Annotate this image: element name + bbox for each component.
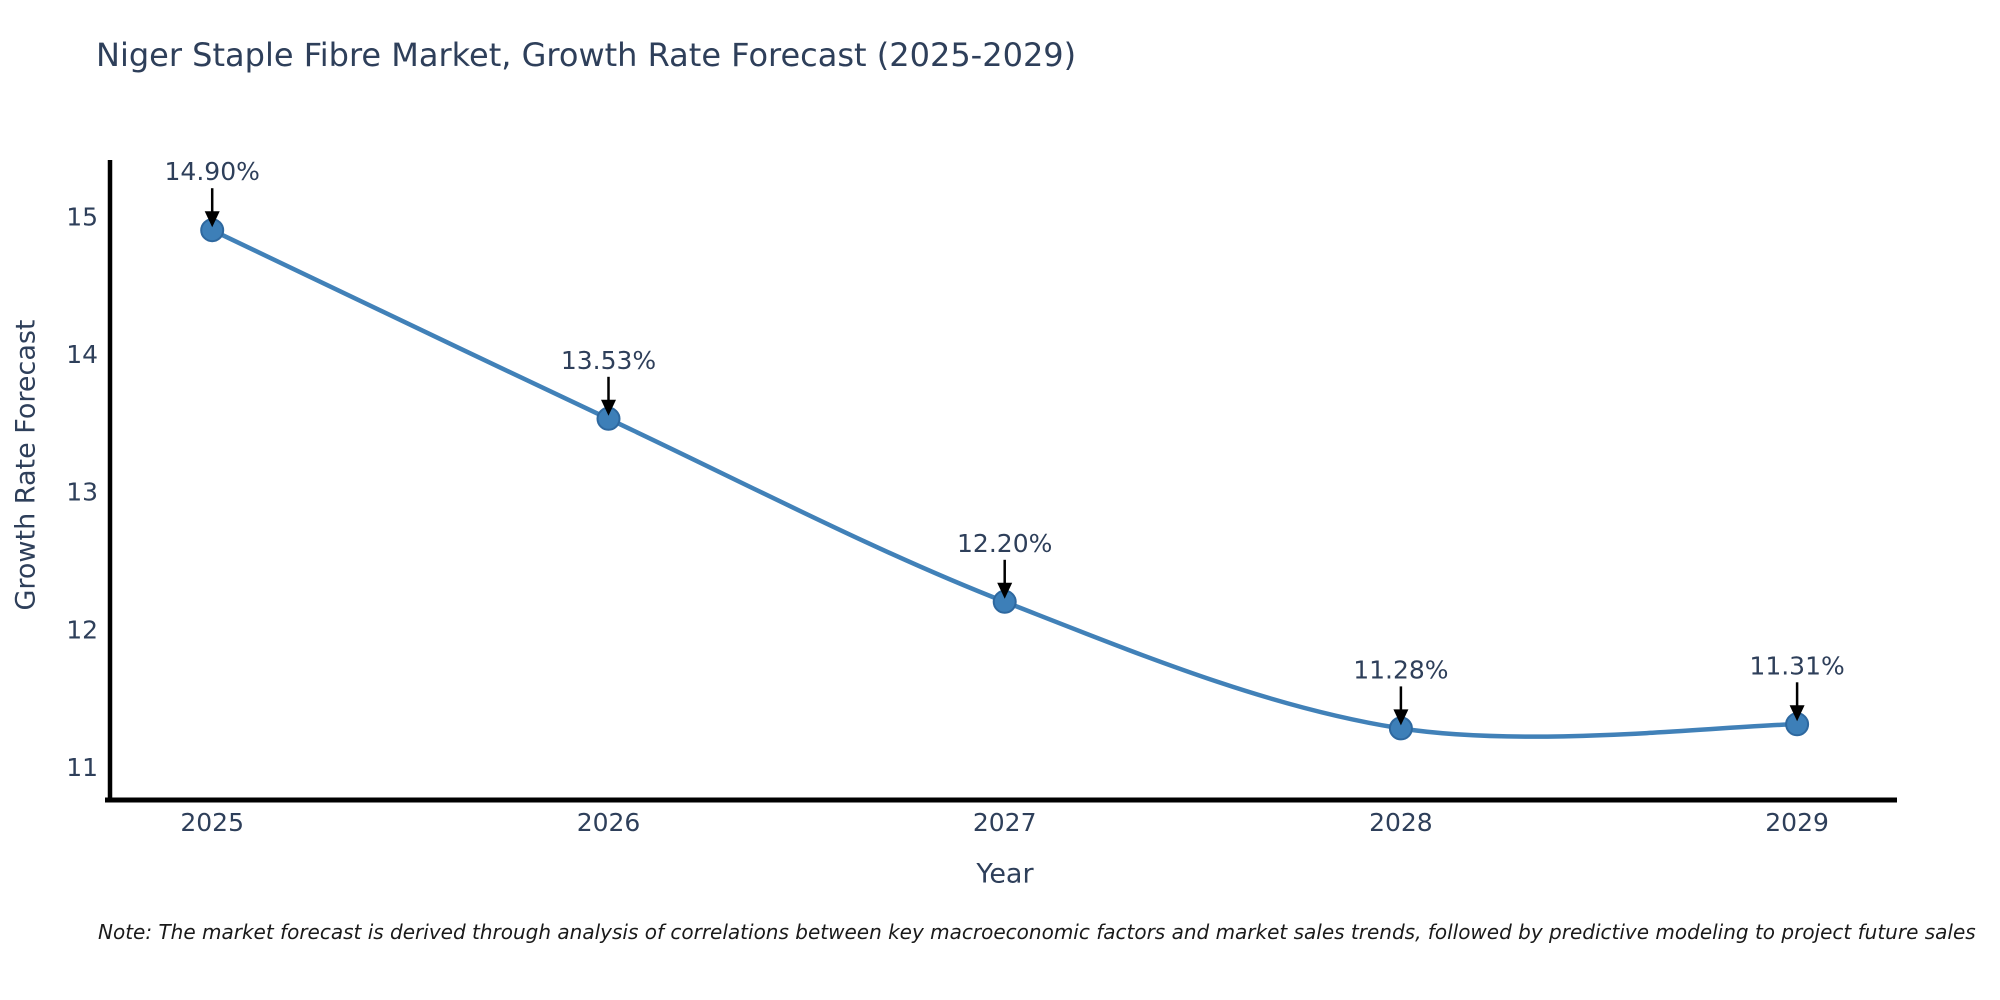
- x-tick-label: 2029: [1765, 808, 1829, 837]
- x-tick-label: 2026: [577, 808, 641, 837]
- x-tick-label: 2025: [180, 808, 244, 837]
- chart-title: Niger Staple Fibre Market, Growth Rate F…: [96, 36, 1077, 74]
- y-tick-label: 14: [66, 340, 98, 369]
- y-tick-label: 12: [66, 615, 98, 644]
- point-value-label: 13.53%: [561, 346, 656, 375]
- x-tick-label: 2028: [1369, 808, 1433, 837]
- annotation-arrow-head: [997, 582, 1013, 599]
- annotation-arrow-head: [601, 399, 616, 416]
- point-value-label: 12.20%: [957, 529, 1052, 558]
- footnote: Note: The market forecast is derived thr…: [98, 920, 1976, 944]
- point-value-label: 11.31%: [1749, 651, 1844, 680]
- x-axis-title: Year: [976, 858, 1034, 890]
- x-tick-label: 2027: [973, 808, 1037, 837]
- y-tick-label: 15: [66, 202, 98, 231]
- y-tick-label: 13: [66, 478, 98, 507]
- point-value-label: 11.28%: [1353, 655, 1448, 684]
- point-value-label: 14.90%: [165, 157, 260, 186]
- annotation-arrow-head: [1789, 705, 1805, 722]
- y-tick-label: 11: [66, 753, 98, 782]
- annotation-arrow-head: [204, 211, 220, 228]
- annotation-arrow-head: [1393, 709, 1409, 726]
- trend-line: [209, 227, 1800, 739]
